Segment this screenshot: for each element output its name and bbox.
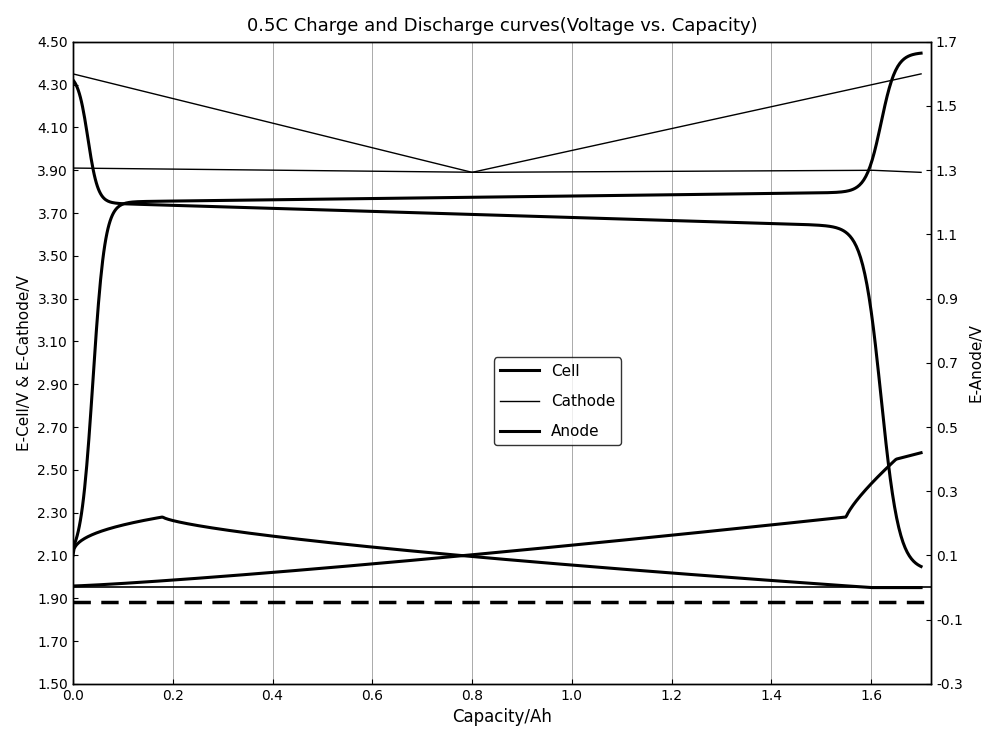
- X-axis label: Capacity/Ah: Capacity/Ah: [452, 708, 552, 727]
- Y-axis label: E-Anode/V: E-Anode/V: [968, 323, 983, 402]
- Legend: Cell, Cathode, Anode: Cell, Cathode, Anode: [494, 357, 621, 445]
- Y-axis label: E-Cell/V & E-Cathode/V: E-Cell/V & E-Cathode/V: [17, 275, 32, 451]
- Title: 0.5C Charge and Discharge curves(Voltage vs. Capacity): 0.5C Charge and Discharge curves(Voltage…: [247, 16, 757, 35]
